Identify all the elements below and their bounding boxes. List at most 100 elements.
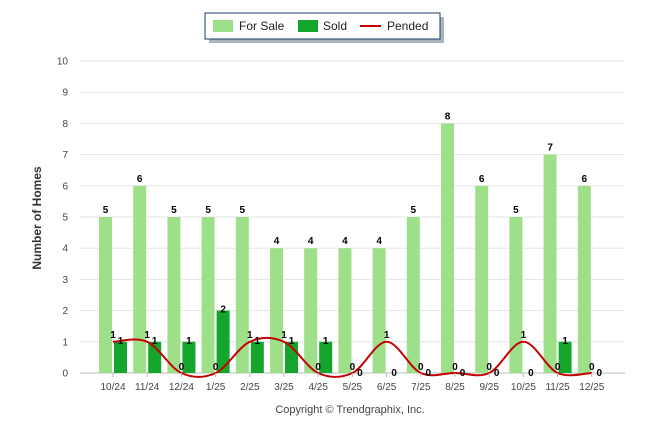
bar-for-sale xyxy=(338,248,352,373)
legend: For Sale Sold Pended xyxy=(204,12,444,43)
bar-sold xyxy=(114,341,127,373)
data-label-pended: 1 xyxy=(384,330,390,341)
data-label-pended: 0 xyxy=(179,362,185,373)
data-label-for-sale: 4 xyxy=(342,236,348,247)
data-label-for-sale: 4 xyxy=(274,236,280,247)
bar-for-sale xyxy=(475,185,489,373)
data-label-pended: 1 xyxy=(110,330,116,341)
data-label-sold: 1 xyxy=(255,336,261,347)
x-tick-label: 12/24 xyxy=(169,382,194,393)
data-label-for-sale: 5 xyxy=(513,205,519,216)
bar-for-sale xyxy=(270,248,283,373)
bar-sold xyxy=(558,341,572,373)
bar-for-sale xyxy=(372,248,386,373)
bar-for-sale xyxy=(509,217,523,373)
data-label-sold: 0 xyxy=(528,368,534,379)
bars xyxy=(99,123,591,374)
y-tick-label: 4 xyxy=(62,244,68,255)
bar-for-sale xyxy=(133,185,147,373)
y-tick-label: 5 xyxy=(62,213,68,224)
data-label-sold: 0 xyxy=(357,368,363,379)
data-label-sold: 0 xyxy=(426,368,432,379)
data-label-pended: 0 xyxy=(315,362,321,373)
x-axis-ticks: 10/24 11/24 12/24 1/25 2/25 3/25 4/25 5/25 6/25 7… xyxy=(100,373,605,393)
data-label-pended: 0 xyxy=(452,362,458,373)
x-tick-label: 8/25 xyxy=(445,382,465,393)
data-label-for-sale: 5 xyxy=(103,205,109,216)
x-tick-label: 4/25 xyxy=(308,382,328,393)
data-label-pended: 0 xyxy=(213,362,219,373)
data-label-pended: 0 xyxy=(555,362,561,373)
legend-swatch-for-sale xyxy=(213,20,233,32)
data-label-sold: 1 xyxy=(323,336,329,347)
bar-for-sale xyxy=(201,217,215,373)
data-label-for-sale: 6 xyxy=(137,174,143,185)
x-tick-label: 10/24 xyxy=(100,382,125,393)
data-label-for-sale: 5 xyxy=(240,205,246,216)
x-tick-label: 10/25 xyxy=(511,382,536,393)
x-tick-label: 12/25 xyxy=(579,382,604,393)
data-label-pended: 0 xyxy=(418,362,424,373)
data-label-for-sale: 5 xyxy=(205,205,211,216)
data-label-pended: 1 xyxy=(144,330,150,341)
y-tick-label: 8 xyxy=(62,119,68,130)
bar-sold xyxy=(182,341,196,373)
data-label-sold: 0 xyxy=(494,368,500,379)
data-label-sold: 1 xyxy=(289,336,295,347)
bar-for-sale xyxy=(99,217,112,373)
data-label-sold: 0 xyxy=(460,368,466,379)
data-label-pended: 1 xyxy=(281,330,287,341)
legend-swatch-sold xyxy=(298,20,318,32)
bar-sold xyxy=(216,310,230,373)
data-label-for-sale: 7 xyxy=(547,143,553,154)
data-label-pended: 1 xyxy=(521,330,527,341)
y-axis-label: Number of Homes xyxy=(30,166,44,270)
data-label-for-sale: 5 xyxy=(411,205,417,216)
x-tick-label: 11/25 xyxy=(545,382,570,393)
data-label-for-sale: 8 xyxy=(445,111,451,122)
y-tick-label: 10 xyxy=(57,57,69,68)
data-label-for-sale: 4 xyxy=(308,236,314,247)
x-tick-label: 6/25 xyxy=(377,382,397,393)
y-tick-label: 7 xyxy=(62,150,68,161)
data-label-pended: 0 xyxy=(589,362,595,373)
bar-for-sale xyxy=(441,123,454,374)
bar-for-sale xyxy=(304,248,318,373)
bar-sold xyxy=(250,341,264,373)
bar-for-sale xyxy=(406,217,420,373)
x-tick-label: 2/25 xyxy=(240,382,260,393)
data-label-for-sale: 5 xyxy=(171,205,177,216)
copyright-text: Copyright © Trendgraphix, Inc. xyxy=(275,404,424,416)
data-label-sold: 1 xyxy=(152,336,158,347)
data-label-pended: 0 xyxy=(486,362,492,373)
x-tick-label: 1/25 xyxy=(206,382,226,393)
gridlines xyxy=(80,60,625,374)
data-label-sold: 0 xyxy=(597,368,603,379)
y-axis-ticks: 0 1 2 3 4 5 6 7 8 9 10 xyxy=(57,57,69,380)
x-tick-label: 9/25 xyxy=(479,382,499,393)
data-label-pended: 1 xyxy=(247,330,253,341)
legend-label-pended: Pended xyxy=(387,19,428,33)
bar-for-sale xyxy=(577,185,591,373)
data-label-pended: 0 xyxy=(350,362,356,373)
data-label-for-sale: 6 xyxy=(582,174,588,185)
bar-sold xyxy=(319,341,333,373)
data-label-for-sale: 6 xyxy=(479,174,485,185)
x-tick-label: 5/25 xyxy=(343,382,363,393)
y-tick-label: 0 xyxy=(62,369,68,380)
y-tick-label: 2 xyxy=(62,306,68,317)
y-tick-label: 9 xyxy=(62,88,68,99)
x-tick-label: 3/25 xyxy=(274,382,294,393)
y-tick-label: 1 xyxy=(62,337,68,348)
x-tick-label: 11/24 xyxy=(135,382,160,393)
data-label-sold: 1 xyxy=(118,336,124,347)
data-label-sold: 0 xyxy=(391,368,397,379)
y-tick-label: 6 xyxy=(62,181,68,192)
bar-for-sale xyxy=(543,154,557,373)
data-label-sold: 1 xyxy=(562,336,568,347)
data-label-sold: 1 xyxy=(186,336,192,347)
y-tick-label: 3 xyxy=(62,275,68,286)
legend-label-sold: Sold xyxy=(323,19,347,33)
data-label-for-sale: 4 xyxy=(376,236,382,247)
